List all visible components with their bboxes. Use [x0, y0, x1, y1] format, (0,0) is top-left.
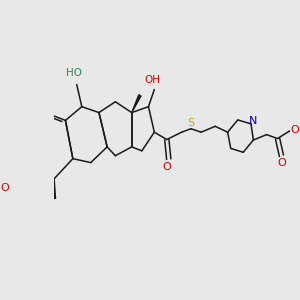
Text: S: S	[188, 118, 194, 128]
Text: O: O	[163, 162, 172, 172]
Text: O: O	[277, 158, 286, 168]
Polygon shape	[132, 94, 141, 112]
Text: O: O	[290, 125, 299, 135]
Text: N: N	[249, 116, 257, 126]
Text: OH: OH	[144, 75, 160, 85]
Text: O: O	[1, 183, 9, 193]
Polygon shape	[53, 179, 56, 198]
Text: HO: HO	[66, 68, 82, 78]
